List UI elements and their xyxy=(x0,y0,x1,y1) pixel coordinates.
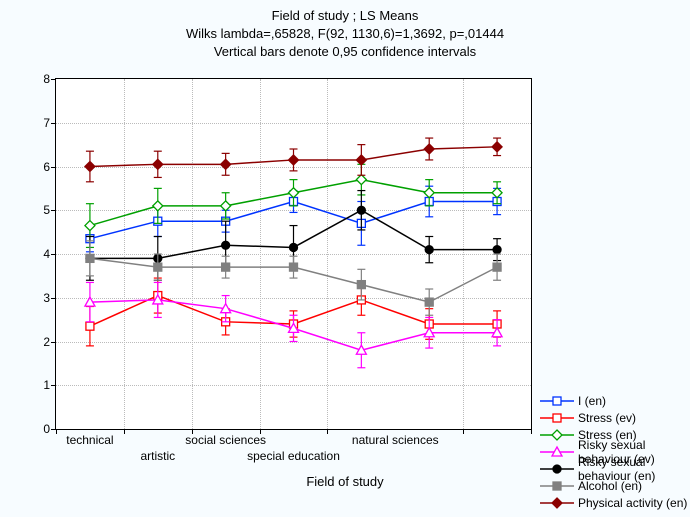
y-tick-label: 6 xyxy=(43,160,56,174)
x-tick-label: artistic xyxy=(140,429,175,463)
y-tick-label: 0 xyxy=(43,422,56,436)
y-tick-label: 1 xyxy=(43,378,56,392)
y-tick-label: 4 xyxy=(43,247,56,261)
series-svg xyxy=(56,79,531,429)
x-tick-label: natural sciences xyxy=(352,429,439,447)
y-tick-label: 8 xyxy=(43,72,56,86)
legend-item: I (en) xyxy=(540,392,690,409)
legend-label: Stress (ev) xyxy=(578,411,636,425)
title-line-1: Field of study ; LS Means xyxy=(0,8,690,23)
legend-item: Stress (ev) xyxy=(540,409,690,426)
legend-label: Alcohol (en) xyxy=(578,479,642,493)
y-tick-label: 3 xyxy=(43,291,56,305)
title-line-2: Wilks lambda=,65828, F(92, 1130,6)=1,369… xyxy=(0,26,690,41)
plot-area: 012345678technicalartisticsocial science… xyxy=(55,78,532,430)
y-tick-label: 2 xyxy=(43,335,56,349)
x-tick-label: special education xyxy=(247,429,340,463)
chart-container: { "titles": { "t1": "Field of study ; LS… xyxy=(0,0,690,517)
x-tick-label: technical xyxy=(66,429,113,447)
legend-item: Physical activity (en) xyxy=(540,494,690,511)
title-line-3: Vertical bars denote 0,95 confidence int… xyxy=(0,44,690,59)
y-tick-label: 7 xyxy=(43,116,56,130)
y-tick-label: 5 xyxy=(43,203,56,217)
legend-item: Risky sexual behaviour (en) xyxy=(540,460,690,477)
legend: I (en)Stress (ev)Stress (en)Risky sexual… xyxy=(540,392,690,511)
legend-label: I (en) xyxy=(578,394,606,408)
legend-label: Physical activity (en) xyxy=(578,496,687,510)
